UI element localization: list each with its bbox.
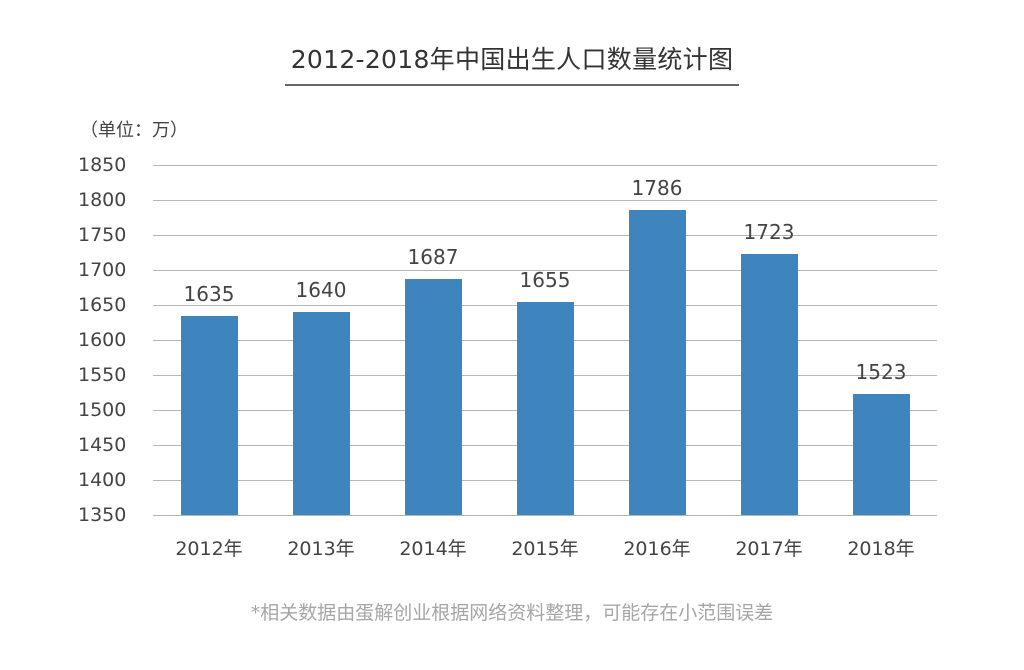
y-tick-label: 1750 xyxy=(78,224,127,246)
gridline xyxy=(153,235,937,236)
gridline xyxy=(153,270,937,271)
x-tick-label: 2016年 xyxy=(623,538,691,560)
unit-label: （单位：万） xyxy=(80,120,188,141)
gridline xyxy=(153,200,937,201)
x-tick-label: 2013年 xyxy=(287,538,355,560)
chart-title-wrap: 2012-2018年中国出生人口数量统计图 xyxy=(0,40,1024,86)
y-tick-label: 1400 xyxy=(78,469,127,491)
y-tick-label: 1600 xyxy=(78,329,127,351)
y-tick-label: 1650 xyxy=(78,294,127,316)
bar-2017年 xyxy=(740,253,798,515)
gridline xyxy=(153,165,937,166)
bar-value-label: 1635 xyxy=(183,281,235,306)
bar-2018年 xyxy=(852,393,910,515)
bar-value-label: 1786 xyxy=(631,175,683,200)
x-tick-label: 2018年 xyxy=(847,538,915,560)
bar-value-label: 1655 xyxy=(519,267,571,292)
chart-title: 2012-2018年中国出生人口数量统计图 xyxy=(284,40,740,86)
bar-2013年 xyxy=(292,312,350,515)
bar-value-label: 1640 xyxy=(295,278,347,302)
bar-2014年 xyxy=(404,279,462,515)
y-tick-label: 1500 xyxy=(78,399,127,421)
y-tick-label: 1700 xyxy=(78,259,127,281)
x-tick-label: 2012年 xyxy=(175,538,243,560)
x-tick-label: 2015年 xyxy=(511,538,579,560)
y-tick-label: 1450 xyxy=(78,434,127,456)
y-tick-label: 1350 xyxy=(78,504,127,526)
bar-2012年 xyxy=(180,315,238,515)
bar-value-label: 1523 xyxy=(855,359,907,384)
x-tick-label: 2017年 xyxy=(735,538,803,560)
bar-value-label: 1723 xyxy=(743,219,795,244)
y-tick-label: 1800 xyxy=(78,189,127,211)
footnote: *相关数据由蛋解创业根据网络资料整理，可能存在小范围误差 xyxy=(250,602,774,624)
gridline xyxy=(153,515,937,516)
y-tick-label: 1550 xyxy=(78,364,127,386)
bar-2015年 xyxy=(516,301,574,515)
x-tick-label: 2014年 xyxy=(399,538,467,560)
bar-value-label: 1687 xyxy=(407,245,459,270)
bar-2016年 xyxy=(628,209,686,515)
y-tick-label: 1850 xyxy=(78,154,127,176)
